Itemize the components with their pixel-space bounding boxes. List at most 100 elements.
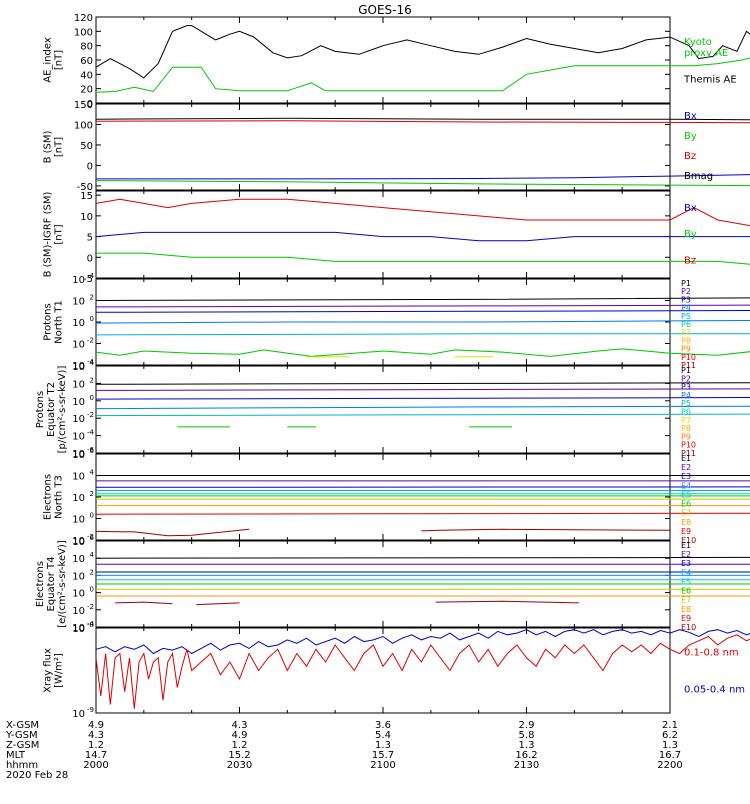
y-tick-exponent: 2 <box>90 376 94 384</box>
legend-label: E6 <box>681 587 691 596</box>
series-by <box>96 181 750 187</box>
ephemeris-value: 2100 <box>370 760 395 771</box>
y-tick-label: 10 <box>72 606 85 617</box>
series-p5 <box>96 414 750 416</box>
legend-label: Bz <box>684 256 696 267</box>
figure-title: GOES-16 <box>358 3 412 17</box>
y-axis-label: [W/m²] <box>54 653 65 688</box>
legend-label: Themis AE <box>683 74 737 85</box>
y-tick-exponent: 6 <box>90 447 95 455</box>
y-tick-label: 100 <box>74 120 93 131</box>
legend-label: 0.05-0.4 nm <box>684 685 745 696</box>
y-tick-label: 40 <box>80 70 93 81</box>
y-tick-label: 80 <box>80 42 93 53</box>
legend-label: E2 <box>681 463 691 472</box>
legend-label: E1 <box>681 541 691 550</box>
ephemeris-value: 2200 <box>657 760 682 771</box>
series-p4 <box>96 406 750 409</box>
series-p2 <box>96 389 750 391</box>
y-tick-label: 10 <box>72 397 85 408</box>
y-tick-label: 20 <box>80 85 93 96</box>
y-tick-exponent: 2 <box>90 568 94 576</box>
legend-label: By <box>684 131 697 142</box>
series-p5 <box>96 334 750 335</box>
series-e10 <box>436 601 579 603</box>
y-tick-label: 10 <box>72 318 85 329</box>
y-tick-exponent: 0 <box>90 394 94 402</box>
legend-label: Kyoto <box>684 37 712 48</box>
y-tick-exponent: -2 <box>87 603 94 611</box>
legend-label: proxy AE <box>684 48 728 59</box>
legend-label: E5 <box>681 490 691 499</box>
y-tick-exponent: -2 <box>87 337 94 345</box>
y-tick-label: 10 <box>72 450 85 461</box>
series-p3 <box>96 310 750 312</box>
y-tick-label: 120 <box>74 13 93 24</box>
y-axis-label: Xray flux <box>43 648 54 693</box>
y-axis-label: [e/(cm²-s-sr-keV)] <box>57 540 68 628</box>
y-tick-label: 5 <box>87 233 93 244</box>
y-axis-label: North T1 <box>54 300 65 344</box>
legend-label: Bmag <box>684 171 713 182</box>
panel-frame <box>96 366 670 453</box>
series-0-1-0-8-nm <box>96 631 750 708</box>
y-tick-exponent: 4 <box>90 272 95 280</box>
series-e10 <box>421 529 670 531</box>
legend-label: E2 <box>681 550 691 559</box>
ephemeris-value: 2000 <box>83 760 108 771</box>
y-tick-exponent: 6 <box>90 534 95 542</box>
series-e10 <box>96 529 249 535</box>
series-bmag <box>96 118 750 120</box>
series-p4 <box>96 320 750 323</box>
y-tick-label: 10 <box>72 414 85 425</box>
y-tick-label: 10 <box>72 379 85 390</box>
series-kyoto-proxy-ae <box>96 17 750 92</box>
legend-label: By <box>684 229 697 240</box>
legend-label: E8 <box>681 518 691 527</box>
date-label: 2020 Feb 28 <box>6 770 68 781</box>
y-tick-exponent: 4 <box>90 359 95 367</box>
y-tick-label: 15 <box>80 191 93 202</box>
legend-label: 0.1-0.8 nm <box>684 648 739 659</box>
y-axis-label: [p/(cm²-s-sr-keV)] <box>57 366 68 454</box>
y-axis-label: [nT] <box>54 137 65 157</box>
y-tick-exponent: -8 <box>87 621 94 629</box>
legend-label: Bx <box>684 203 697 214</box>
y-tick-label: 10 <box>72 624 85 635</box>
y-tick-exponent: 0 <box>90 512 94 520</box>
y-tick-label: 50 <box>80 141 93 152</box>
y-tick-exponent: 0 <box>90 586 94 594</box>
series-themis-ae <box>96 23 750 78</box>
y-axis-label: Electrons <box>43 474 54 520</box>
y-axis-label: AE_index <box>43 37 54 83</box>
panel-frame <box>96 454 670 540</box>
series-p2 <box>96 305 750 307</box>
series-p1 <box>96 383 750 385</box>
y-tick-label: 10 <box>72 340 85 351</box>
legend-label: Bx <box>684 111 697 122</box>
y-tick-exponent: -4 <box>87 429 95 437</box>
series-by <box>96 253 750 266</box>
y-tick-exponent: -9 <box>87 706 94 714</box>
panel-frame <box>96 17 670 103</box>
y-tick-exponent: 4 <box>90 469 95 477</box>
y-tick-label: 10 <box>72 275 85 286</box>
y-tick-exponent: -2 <box>87 411 94 419</box>
panel-frame <box>96 191 670 278</box>
series-bx <box>96 232 750 240</box>
series-e3 <box>96 487 750 488</box>
y-axis-label: Electrons <box>35 561 46 607</box>
legend-label: E7 <box>681 596 691 605</box>
y-tick-label: 10 <box>72 571 85 582</box>
y-tick-label: 0 <box>87 253 93 264</box>
legend-label: E9 <box>681 527 691 536</box>
y-tick-exponent: 2 <box>90 294 94 302</box>
legend-label: E8 <box>681 605 691 614</box>
